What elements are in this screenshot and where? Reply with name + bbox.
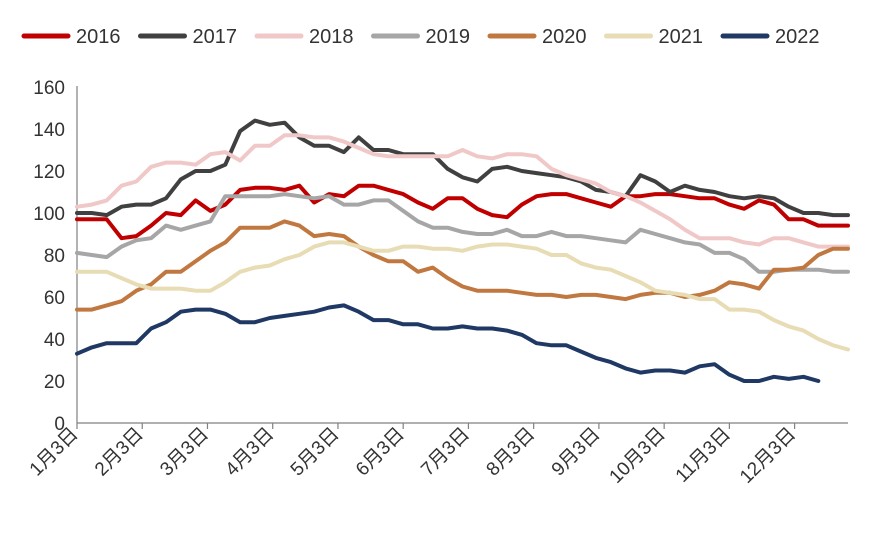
y-tick-label: 20 (44, 372, 65, 393)
legend-label: 2022 (775, 26, 820, 48)
series-line-2022 (75, 303, 821, 383)
series-line-2016 (75, 183, 850, 241)
legend-label: 2016 (76, 26, 121, 48)
legend: 2016 2017 2018 2019 2020 2021 2022 (21, 26, 820, 48)
legend-item-2021: 2021 (604, 26, 704, 48)
x-axis: 1月3日 2月3日 3月3日 4月3日 5月3日 6月3日 7月3日 8月3日 9月3日 10月3… (26, 422, 848, 488)
legend-item-2017: 2017 (138, 26, 238, 48)
legend-item-2016: 2016 (21, 26, 121, 48)
legend-label: 2018 (309, 26, 354, 48)
legend-label: 2017 (193, 26, 238, 48)
legend-item-2020: 2020 (487, 26, 587, 48)
series-lines (75, 118, 850, 383)
x-tick-label: 3月3日 (156, 424, 213, 481)
x-tick-label: 2月3日 (91, 424, 148, 481)
x-tick-label: 4月3日 (222, 424, 279, 481)
series-line-2020 (75, 219, 850, 312)
y-tick-label: 140 (33, 120, 65, 141)
x-tick-label: 12月3日 (736, 424, 800, 488)
legend-label: 2020 (542, 26, 587, 48)
y-tick-label: 160 (33, 78, 65, 99)
y-tick-label: 40 (44, 330, 65, 351)
x-tick-label: 8月3日 (483, 424, 540, 481)
series-line-2019 (75, 192, 850, 274)
legend-item-2019: 2019 (371, 26, 471, 48)
y-tick-label: 0 (54, 414, 65, 435)
series-line-2017 (75, 118, 850, 218)
x-tick-label: 11月3日 (672, 424, 735, 487)
y-tick-label: 80 (44, 246, 65, 267)
y-tick-label: 120 (33, 162, 65, 183)
x-tick-label: 9月3日 (548, 424, 605, 481)
x-tick-label: 10月3日 (606, 424, 670, 488)
x-tick-label: 6月3日 (352, 424, 409, 481)
legend-label: 2021 (659, 26, 704, 48)
y-tick-label: 100 (33, 204, 65, 225)
series-line-2018 (75, 133, 850, 249)
y-tick-label: 60 (44, 288, 65, 309)
y-axis: 0 20 40 60 80 100 120 140 160 (33, 78, 78, 435)
legend-item-2022: 2022 (720, 26, 820, 48)
legend-item-2018: 2018 (254, 26, 354, 48)
x-tick-label: 5月3日 (287, 424, 344, 481)
x-tick-label: 7月3日 (417, 424, 474, 481)
series-line-2021 (75, 240, 850, 352)
legend-label: 2019 (426, 26, 471, 48)
